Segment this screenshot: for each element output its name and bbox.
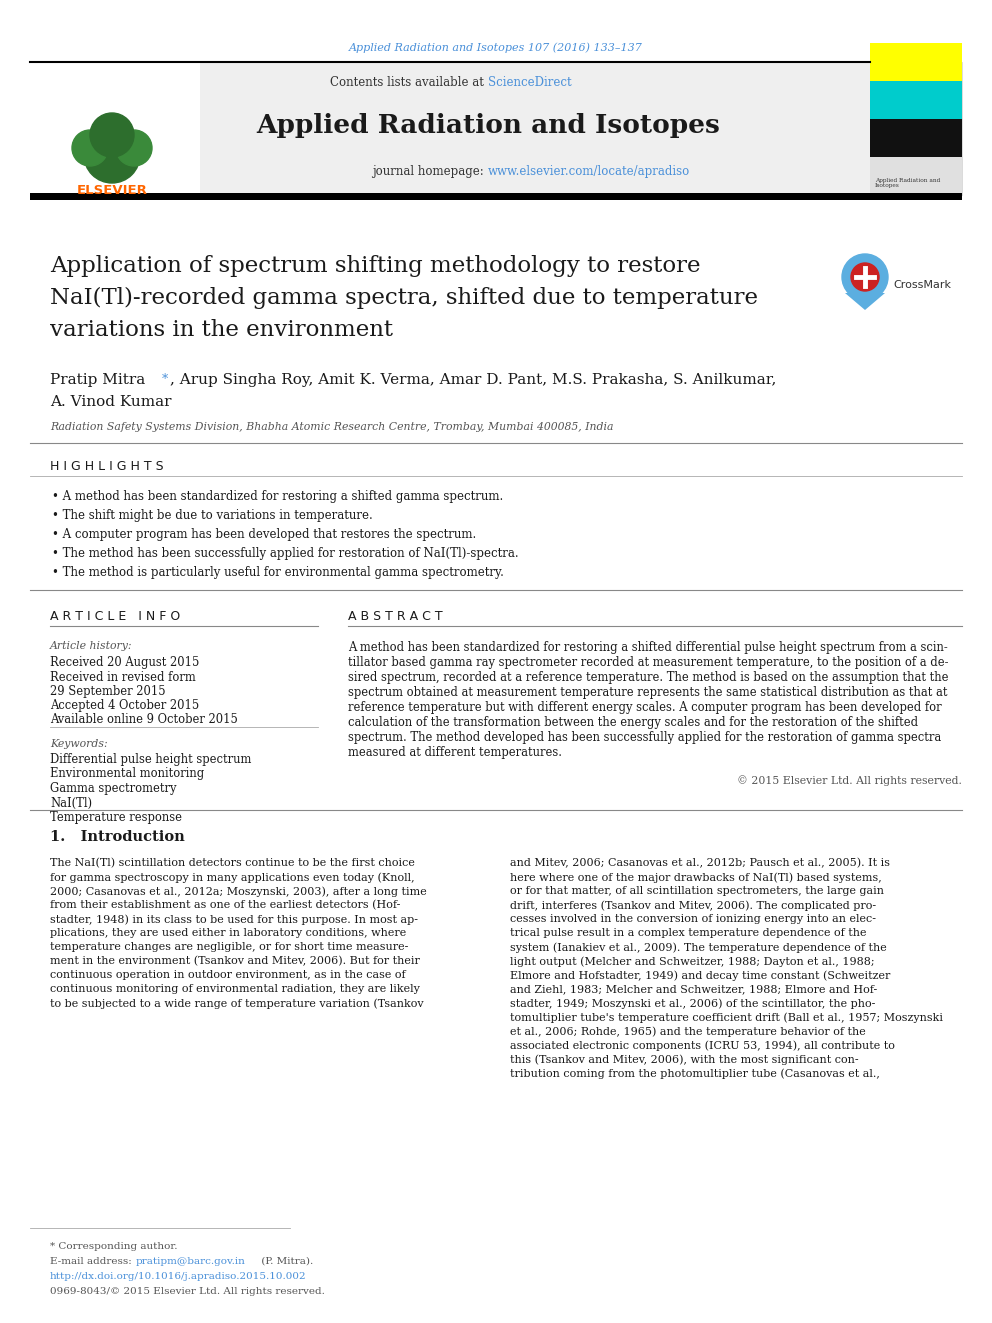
Text: A. Vinod Kumar: A. Vinod Kumar	[50, 396, 172, 409]
Text: and Mitev, 2006; Casanovas et al., 2012b; Pausch et al., 2005). It is: and Mitev, 2006; Casanovas et al., 2012b…	[510, 859, 890, 868]
Circle shape	[90, 112, 134, 157]
FancyBboxPatch shape	[870, 119, 962, 157]
Text: NaI(Tl)-recorded gamma spectra, shifted due to temperature: NaI(Tl)-recorded gamma spectra, shifted …	[50, 287, 758, 310]
Text: sired spectrum, recorded at a reference temperature. The method is based on the : sired spectrum, recorded at a reference …	[348, 671, 948, 684]
FancyBboxPatch shape	[30, 62, 200, 194]
Text: stadter, 1949; Moszynski et al., 2006) of the scintillator, the pho-: stadter, 1949; Moszynski et al., 2006) o…	[510, 998, 875, 1008]
Circle shape	[851, 263, 879, 291]
FancyBboxPatch shape	[870, 157, 962, 194]
Text: tillator based gamma ray spectrometer recorded at measurement temperature, to th: tillator based gamma ray spectrometer re…	[348, 656, 948, 669]
Circle shape	[116, 130, 152, 165]
FancyBboxPatch shape	[870, 44, 962, 81]
Text: 1.   Introduction: 1. Introduction	[50, 830, 185, 844]
Text: continuous operation in outdoor environment, as in the case of: continuous operation in outdoor environm…	[50, 970, 406, 980]
Text: Elmore and Hofstadter, 1949) and decay time constant (Schweitzer: Elmore and Hofstadter, 1949) and decay t…	[510, 970, 891, 980]
Text: (P. Mitra).: (P. Mitra).	[258, 1257, 313, 1266]
Text: • A computer program has been developed that restores the spectrum.: • A computer program has been developed …	[52, 528, 476, 541]
Text: for gamma spectroscopy in many applications even today (Knoll,: for gamma spectroscopy in many applicati…	[50, 872, 415, 882]
Text: plications, they are used either in laboratory conditions, where: plications, they are used either in labo…	[50, 927, 407, 938]
Text: measured at different temperatures.: measured at different temperatures.	[348, 746, 562, 759]
Text: Environmental monitoring: Environmental monitoring	[50, 767, 204, 781]
Text: to be subjected to a wide range of temperature variation (Tsankov: to be subjected to a wide range of tempe…	[50, 998, 424, 1008]
Text: ment in the environment (Tsankov and Mitev, 2006). But for their: ment in the environment (Tsankov and Mit…	[50, 957, 420, 966]
FancyBboxPatch shape	[30, 193, 962, 200]
Text: Differential pulse height spectrum: Differential pulse height spectrum	[50, 753, 251, 766]
Text: • The method has been successfully applied for restoration of NaI(Tl)-spectra.: • The method has been successfully appli…	[52, 546, 519, 560]
Text: • The method is particularly useful for environmental gamma spectrometry.: • The method is particularly useful for …	[52, 566, 504, 579]
Text: *: *	[162, 373, 169, 386]
Circle shape	[84, 127, 140, 183]
Text: Application of spectrum shifting methodology to restore: Application of spectrum shifting methodo…	[50, 255, 700, 277]
Text: system (Ianakiev et al., 2009). The temperature dependence of the: system (Ianakiev et al., 2009). The temp…	[510, 942, 887, 953]
Text: NaI(Tl): NaI(Tl)	[50, 796, 92, 810]
Text: tribution coming from the photomultiplier tube (Casanovas et al.,: tribution coming from the photomultiplie…	[510, 1068, 880, 1078]
Text: Applied Radiation and Isotopes: Applied Radiation and Isotopes	[256, 112, 720, 138]
Circle shape	[842, 254, 888, 300]
Text: A B S T R A C T: A B S T R A C T	[348, 610, 442, 623]
Text: continuous monitoring of environmental radiation, they are likely: continuous monitoring of environmental r…	[50, 984, 420, 994]
Text: here where one of the major drawbacks of NaI(Tl) based systems,: here where one of the major drawbacks of…	[510, 872, 882, 882]
Text: The NaI(Tl) scintillation detectors continue to be the first choice: The NaI(Tl) scintillation detectors cont…	[50, 859, 415, 868]
Circle shape	[72, 130, 108, 165]
Text: trical pulse result in a complex temperature dependence of the: trical pulse result in a complex tempera…	[510, 927, 866, 938]
Text: et al., 2006; Rohde, 1965) and the temperature behavior of the: et al., 2006; Rohde, 1965) and the tempe…	[510, 1027, 866, 1036]
Text: ELSEVIER: ELSEVIER	[76, 184, 148, 197]
Text: variations in the environment: variations in the environment	[50, 319, 393, 341]
Bar	[105, 157, 119, 180]
Text: cesses involved in the conversion of ionizing energy into an elec-: cesses involved in the conversion of ion…	[510, 914, 876, 923]
Text: A R T I C L E   I N F O: A R T I C L E I N F O	[50, 610, 181, 623]
Text: associated electronic components (ICRU 53, 1994), all contribute to: associated electronic components (ICRU 5…	[510, 1040, 895, 1050]
Text: • The shift might be due to variations in temperature.: • The shift might be due to variations i…	[52, 509, 373, 523]
Text: A method has been standardized for restoring a shifted differential pulse height: A method has been standardized for resto…	[348, 642, 947, 654]
Text: Gamma spectrometry: Gamma spectrometry	[50, 782, 177, 795]
Text: Received 20 August 2015: Received 20 August 2015	[50, 656, 199, 669]
Text: H I G H L I G H T S: H I G H L I G H T S	[50, 460, 164, 474]
Text: 2000; Casanovas et al., 2012a; Moszynski, 2003), after a long time: 2000; Casanovas et al., 2012a; Moszynski…	[50, 886, 427, 897]
Text: reference temperature but with different energy scales. A computer program has b: reference temperature but with different…	[348, 701, 941, 714]
Text: Contents lists available at: Contents lists available at	[330, 77, 488, 90]
Text: stadter, 1948) in its class to be used for this purpose. In most ap-: stadter, 1948) in its class to be used f…	[50, 914, 418, 925]
Text: Radiation Safety Systems Division, Bhabha Atomic Research Centre, Trombay, Mumba: Radiation Safety Systems Division, Bhabh…	[50, 422, 613, 433]
Text: http://dx.doi.org/10.1016/j.apradiso.2015.10.002: http://dx.doi.org/10.1016/j.apradiso.201…	[50, 1271, 307, 1281]
Text: 29 September 2015: 29 September 2015	[50, 685, 166, 699]
Text: www.elsevier.com/locate/apradiso: www.elsevier.com/locate/apradiso	[488, 165, 690, 179]
Text: E-mail address:: E-mail address:	[50, 1257, 135, 1266]
Text: Applied Radiation and Isotopes 107 (2016) 133–137: Applied Radiation and Isotopes 107 (2016…	[349, 42, 643, 53]
Text: Temperature response: Temperature response	[50, 811, 182, 824]
Text: , Arup Singha Roy, Amit K. Verma, Amar D. Pant, M.S. Prakasha, S. Anilkumar,: , Arup Singha Roy, Amit K. Verma, Amar D…	[170, 373, 777, 388]
Text: ScienceDirect: ScienceDirect	[488, 77, 571, 90]
Text: pratipm@barc.gov.in: pratipm@barc.gov.in	[136, 1257, 246, 1266]
Text: CrossMark: CrossMark	[893, 280, 951, 290]
Text: from their establishment as one of the earliest detectors (Hof-: from their establishment as one of the e…	[50, 900, 401, 910]
Text: tomultiplier tube's temperature coefficient drift (Ball et al., 1957; Moszynski: tomultiplier tube's temperature coeffici…	[510, 1012, 943, 1023]
Text: © 2015 Elsevier Ltd. All rights reserved.: © 2015 Elsevier Ltd. All rights reserved…	[737, 775, 962, 786]
Text: Keywords:: Keywords:	[50, 740, 107, 749]
FancyBboxPatch shape	[30, 62, 870, 194]
Text: and Ziehl, 1983; Melcher and Schweitzer, 1988; Elmore and Hof-: and Ziehl, 1983; Melcher and Schweitzer,…	[510, 984, 877, 994]
FancyBboxPatch shape	[870, 62, 962, 194]
Text: Pratip Mitra: Pratip Mitra	[50, 373, 145, 388]
Text: 0969-8043/© 2015 Elsevier Ltd. All rights reserved.: 0969-8043/© 2015 Elsevier Ltd. All right…	[50, 1287, 324, 1297]
Text: • A method has been standardized for restoring a shifted gamma spectrum.: • A method has been standardized for res…	[52, 490, 503, 503]
Text: Accepted 4 October 2015: Accepted 4 October 2015	[50, 699, 199, 712]
Text: temperature changes are negligible, or for short time measure-: temperature changes are negligible, or f…	[50, 942, 409, 953]
Text: Received in revised form: Received in revised form	[50, 671, 195, 684]
Text: drift, interferes (Tsankov and Mitev, 2006). The complicated pro-: drift, interferes (Tsankov and Mitev, 20…	[510, 900, 876, 910]
Text: spectrum obtained at measurement temperature represents the same statistical dis: spectrum obtained at measurement tempera…	[348, 687, 947, 699]
Text: light output (Melcher and Schweitzer, 1988; Dayton et al., 1988;: light output (Melcher and Schweitzer, 19…	[510, 957, 875, 967]
Text: Applied Radiation and
Isotopes: Applied Radiation and Isotopes	[875, 177, 940, 188]
Text: * Corresponding author.: * Corresponding author.	[50, 1242, 178, 1252]
Text: or for that matter, of all scintillation spectrometers, the large gain: or for that matter, of all scintillation…	[510, 886, 884, 896]
Text: Article history:: Article history:	[50, 642, 133, 651]
Text: this (Tsankov and Mitev, 2006), with the most significant con-: this (Tsankov and Mitev, 2006), with the…	[510, 1054, 859, 1065]
Polygon shape	[845, 292, 885, 310]
Text: journal homepage:: journal homepage:	[373, 165, 488, 179]
FancyBboxPatch shape	[870, 81, 962, 119]
Text: spectrum. The method developed has been successfully applied for the restoration: spectrum. The method developed has been …	[348, 732, 941, 744]
Text: calculation of the transformation between the energy scales and for the restorat: calculation of the transformation betwee…	[348, 716, 919, 729]
Text: Available online 9 October 2015: Available online 9 October 2015	[50, 713, 238, 726]
